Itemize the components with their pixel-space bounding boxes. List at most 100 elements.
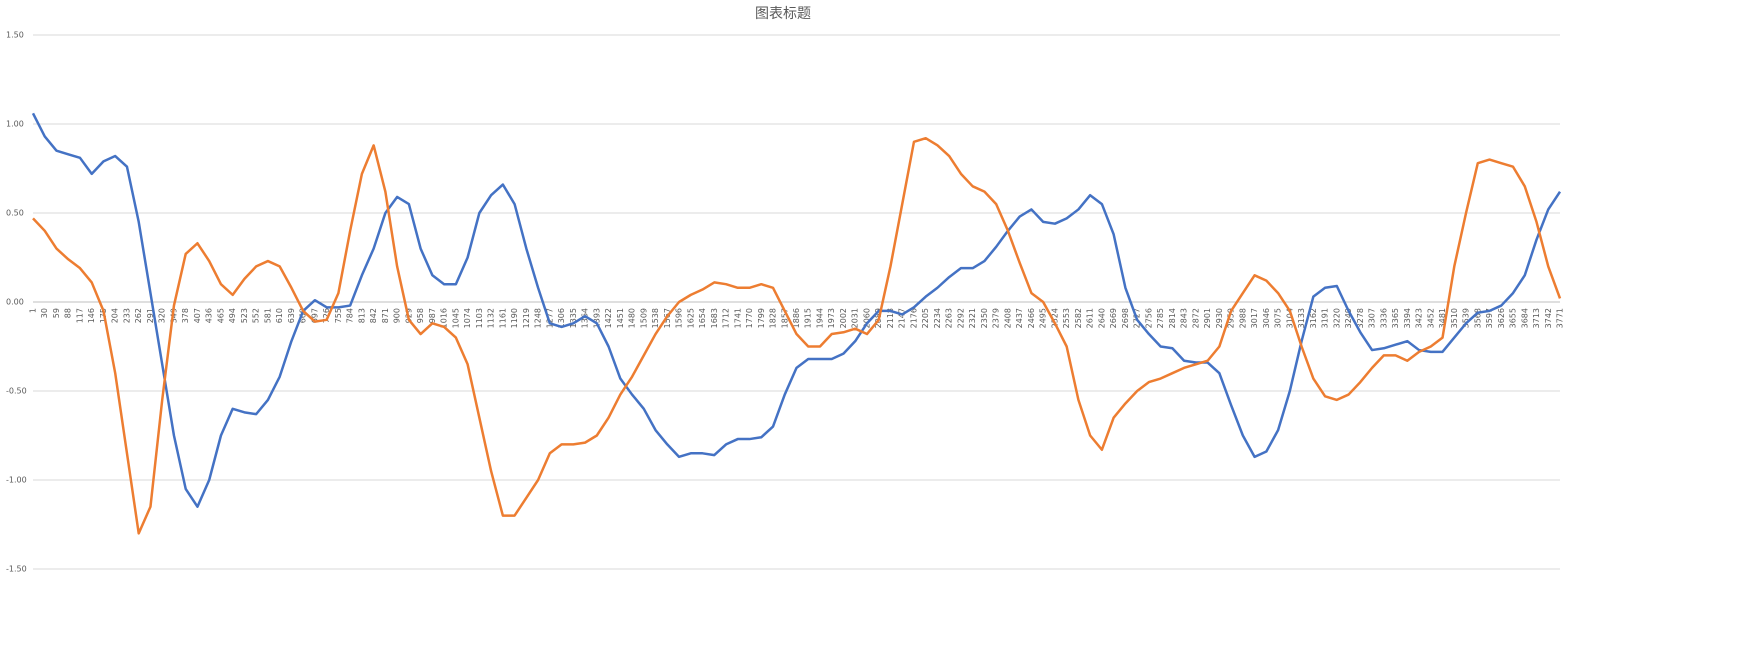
x-tick-label: 3365 bbox=[1391, 308, 1400, 328]
x-tick-label: 2060 bbox=[862, 308, 871, 328]
x-tick-label: 639 bbox=[287, 308, 296, 323]
x-tick-label: 2263 bbox=[945, 308, 954, 328]
x-tick-label: 2524 bbox=[1050, 308, 1059, 328]
x-tick-label: 1915 bbox=[804, 308, 813, 328]
x-tick-label: 1973 bbox=[827, 308, 836, 328]
x-tick-label: 1074 bbox=[463, 308, 472, 328]
x-tick-label: 900 bbox=[393, 308, 402, 323]
x-tick-label: 2901 bbox=[1203, 308, 1212, 328]
x-tick-label: 3278 bbox=[1356, 308, 1365, 328]
x-tick-label: 1596 bbox=[675, 308, 684, 328]
x-tick-label: 2466 bbox=[1027, 308, 1036, 328]
x-tick-label: 436 bbox=[205, 308, 214, 323]
x-tick-label: 2350 bbox=[980, 308, 989, 328]
x-tick-label: 378 bbox=[181, 308, 190, 323]
x-tick-label: 3046 bbox=[1262, 308, 1271, 328]
x-tick-label: 1770 bbox=[745, 308, 754, 328]
x-tick-label: 1161 bbox=[498, 308, 507, 328]
x-tick-label: 610 bbox=[275, 308, 284, 323]
x-tick-label: 30 bbox=[40, 308, 49, 318]
x-tick-label: 523 bbox=[240, 308, 249, 323]
x-tick-label: 1016 bbox=[440, 308, 449, 328]
x-tick-label: 2814 bbox=[1168, 308, 1177, 328]
x-tick-label: 2031 bbox=[851, 308, 860, 328]
x-tick-label: 2611 bbox=[1086, 308, 1095, 328]
x-tick-label: 3162 bbox=[1309, 308, 1318, 328]
x-tick-label: 3075 bbox=[1274, 308, 1283, 328]
x-tick-label: 2002 bbox=[839, 308, 848, 328]
x-tick-label: 3655 bbox=[1509, 308, 1518, 328]
x-tick-label: 1422 bbox=[604, 308, 613, 328]
x-tick-label: 117 bbox=[75, 308, 84, 323]
x-tick-label: 3394 bbox=[1403, 308, 1412, 328]
y-tick-label: -0.50 bbox=[6, 387, 27, 396]
x-tick-label: 1480 bbox=[628, 308, 637, 328]
x-tick-label: 2495 bbox=[1039, 308, 1048, 328]
x-tick-label: 581 bbox=[263, 308, 272, 323]
x-tick-label: 146 bbox=[87, 308, 96, 323]
x-tick-label: 2959 bbox=[1227, 308, 1236, 328]
x-tick-label: 465 bbox=[216, 308, 225, 323]
x-tick-label: 1741 bbox=[733, 308, 742, 328]
x-tick-label: 1712 bbox=[722, 308, 731, 328]
x-tick-label: 3597 bbox=[1485, 308, 1494, 328]
x-tick-label: 2234 bbox=[933, 308, 942, 328]
x-tick-label: 3017 bbox=[1250, 308, 1259, 328]
x-tick-label: 1 bbox=[29, 308, 38, 313]
x-tick-label: 2292 bbox=[956, 308, 965, 328]
x-tick-label: 755 bbox=[334, 308, 343, 323]
x-tick-label: 3684 bbox=[1520, 308, 1529, 328]
x-tick-label: 3220 bbox=[1332, 308, 1341, 328]
x-tick-label: 842 bbox=[369, 308, 378, 323]
x-tick-label: 2147 bbox=[898, 308, 907, 328]
x-tick-label: 3452 bbox=[1426, 308, 1435, 328]
x-tick-label: 1857 bbox=[780, 308, 789, 328]
x-tick-label: 2669 bbox=[1109, 308, 1118, 328]
x-tick-label: 987 bbox=[428, 308, 437, 323]
x-tick-label: 2756 bbox=[1144, 308, 1153, 328]
x-tick-label: 1654 bbox=[698, 308, 707, 328]
x-tick-label: 3771 bbox=[1556, 308, 1565, 328]
y-tick-label: 1.50 bbox=[6, 31, 24, 40]
x-tick-label: 3742 bbox=[1544, 308, 1553, 328]
x-tick-label: 1219 bbox=[522, 308, 531, 328]
x-tick-label: 3539 bbox=[1462, 308, 1471, 328]
x-tick-label: 1335 bbox=[569, 308, 578, 328]
x-tick-label: 2582 bbox=[1074, 308, 1083, 328]
x-tick-label: 1306 bbox=[557, 308, 566, 328]
x-tick-label: 88 bbox=[64, 308, 73, 318]
x-tick-label: 668 bbox=[299, 308, 308, 323]
x-tick-label: 494 bbox=[228, 308, 237, 323]
x-tick-label: 3626 bbox=[1497, 308, 1506, 328]
x-tick-label: 407 bbox=[193, 308, 202, 323]
x-tick-label: 320 bbox=[158, 308, 167, 323]
x-tick-label: 784 bbox=[346, 308, 355, 323]
x-tick-label: 871 bbox=[381, 308, 390, 323]
x-tick-label: 3307 bbox=[1368, 308, 1377, 328]
x-tick-label: 1045 bbox=[451, 308, 460, 328]
x-tick-label: 552 bbox=[252, 308, 261, 323]
x-tick-label: 2640 bbox=[1097, 308, 1106, 328]
x-tick-label: 204 bbox=[111, 308, 120, 323]
x-tick-label: 3423 bbox=[1415, 308, 1424, 328]
x-tick-label: 2321 bbox=[968, 308, 977, 328]
x-tick-label: 3191 bbox=[1321, 308, 1330, 328]
x-tick-label: 2176 bbox=[909, 308, 918, 328]
x-tick-label: 1886 bbox=[792, 308, 801, 328]
x-tick-label: 2698 bbox=[1121, 308, 1130, 328]
x-tick-label: 3713 bbox=[1532, 308, 1541, 328]
x-tick-label: 233 bbox=[122, 308, 131, 323]
x-tick-label: 2118 bbox=[886, 308, 895, 328]
x-tick-label: 2872 bbox=[1191, 308, 1200, 328]
x-tick-label: 1393 bbox=[592, 308, 601, 328]
x-tick-label: 3568 bbox=[1473, 308, 1482, 328]
chart-title: 图表标题 bbox=[755, 6, 811, 22]
x-tick-label: 2988 bbox=[1238, 308, 1247, 328]
x-tick-label: 59 bbox=[52, 308, 61, 318]
x-tick-label: 2553 bbox=[1062, 308, 1071, 328]
y-tick-label: 1.00 bbox=[6, 120, 24, 129]
x-tick-label: 2930 bbox=[1215, 308, 1224, 328]
x-tick-label: 1509 bbox=[639, 308, 648, 328]
